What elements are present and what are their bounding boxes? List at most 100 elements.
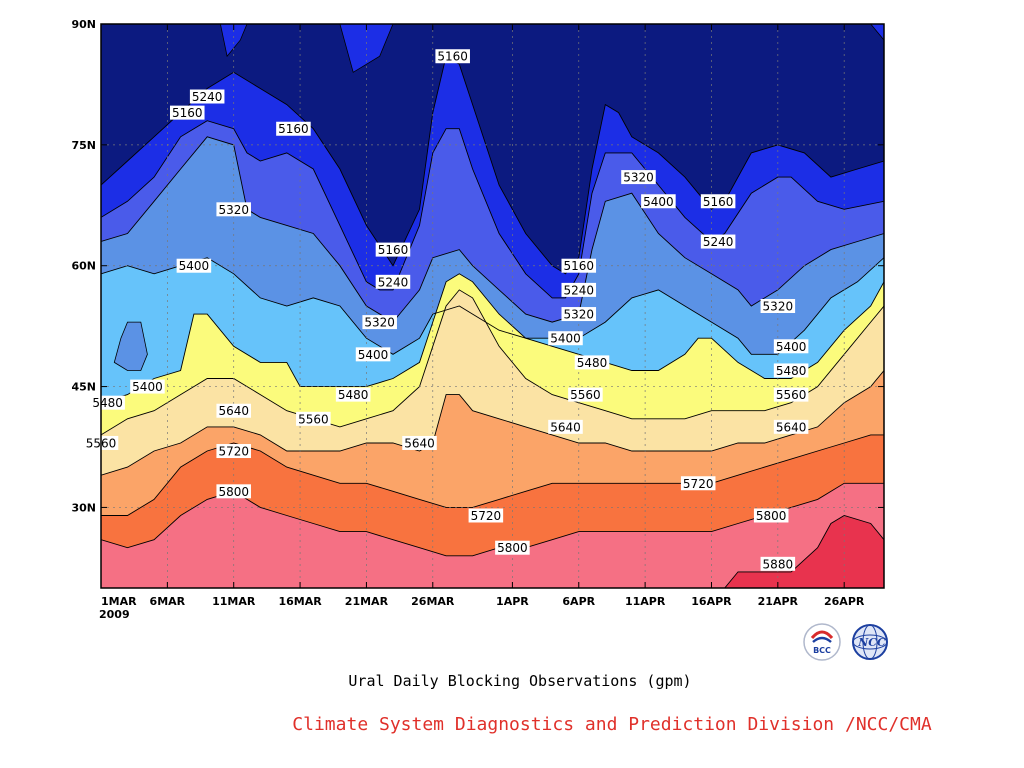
contour-label: 5240 — [561, 282, 597, 297]
contour-label-box — [375, 242, 411, 257]
contour-label-text: 5320 — [563, 308, 594, 322]
contour-label-box — [355, 347, 391, 362]
x-tick-label: 26MAR — [411, 595, 455, 608]
contour-label-text: 5160 — [437, 50, 468, 64]
chart-caption: Ural Daily Blocking Observations (gpm) — [348, 672, 692, 690]
contour-label-text: 5240 — [192, 90, 223, 104]
contour-label: 5800 — [495, 540, 530, 555]
x-tick-label: 16APR — [691, 595, 732, 608]
contour-label: 5800 — [753, 508, 789, 523]
contour-label-box — [189, 89, 225, 104]
contour-label: 5800 — [216, 484, 251, 499]
y-axis: 30N 45N 60N 75N 90N — [71, 18, 884, 514]
contour-label-box — [296, 411, 331, 426]
contour-label-box — [335, 387, 371, 402]
contour-line — [101, 273, 884, 404]
contour-label-box — [773, 419, 809, 434]
contour-label-box — [561, 307, 597, 322]
contour-label: 5160 — [700, 194, 736, 209]
contour-line — [101, 434, 884, 516]
contour-label-text: 5400 — [132, 380, 163, 394]
contour-patch — [870, 24, 884, 41]
contour-label-box — [561, 282, 597, 297]
contour-label-text: 5640 — [550, 420, 581, 434]
contour-label-text: 5160 — [278, 122, 309, 136]
contour-label-text: 5160 — [703, 195, 734, 209]
contour-line — [101, 289, 884, 436]
contour-label-box — [753, 508, 789, 523]
contour-label: 5160 — [375, 242, 411, 257]
contour-label-text: 5560 — [298, 412, 329, 426]
y-tick-label: 60N — [71, 260, 96, 273]
contour-label-text: 5560 — [776, 388, 807, 402]
contour-label-text: 5640 — [218, 404, 249, 418]
contour-label-text: 5720 — [471, 509, 502, 523]
contour-label: 5400 — [548, 331, 583, 346]
contour-label-box — [760, 556, 796, 571]
contour-label-text: 5160 — [563, 259, 594, 273]
contour-label: 5400 — [130, 379, 165, 394]
contour-label-text: 5400 — [179, 259, 210, 273]
x-tick-label: 21APR — [758, 595, 799, 608]
contour-label: 5240 — [189, 89, 225, 104]
contour-label: 5320 — [621, 170, 656, 185]
contour-label-box — [700, 234, 736, 249]
contour-label-box — [760, 299, 796, 313]
contour-label-box — [362, 315, 397, 330]
contour-label-text: 5400 — [643, 195, 674, 209]
contour-band — [101, 483, 884, 588]
contour-label-box — [468, 508, 504, 523]
contour-label-text: 5320 — [218, 203, 249, 217]
contour-labels: 5160 5160 5160 5160 5160 5160 5240 5240 5240 5240… — [83, 49, 809, 571]
contour-label-box — [773, 339, 809, 354]
contour-label: 5640 — [216, 403, 251, 418]
contour-band — [724, 515, 884, 588]
contour-label-text: 5480 — [338, 388, 369, 402]
contour-label-box — [216, 202, 251, 217]
plot-frame — [100, 23, 885, 589]
x-tick-label: 11MAR — [212, 595, 256, 608]
contour-label: 5400 — [773, 339, 809, 354]
contour-label: 5400 — [176, 258, 212, 273]
contour-label-box — [773, 363, 809, 378]
contour-label: 5480 — [773, 363, 809, 378]
grid-lines — [101, 24, 884, 588]
contour-label-box — [90, 395, 125, 410]
contour-label-box — [700, 194, 736, 209]
y-tick-label: 90N — [71, 18, 96, 31]
contour-label-box — [641, 194, 676, 209]
contour-label-text: 5160 — [378, 243, 409, 257]
contour-label: 5480 — [574, 355, 610, 370]
contour-label: 5640 — [548, 419, 583, 434]
contour-label-text: 5800 — [497, 541, 528, 555]
x-tick-label: 11APR — [625, 595, 666, 608]
x-tick-label: 1APR — [496, 595, 529, 608]
contour-label-text: 5720 — [683, 477, 714, 491]
contour-label: 5640 — [402, 435, 437, 450]
contour-label-box — [375, 274, 411, 289]
contour-line — [101, 55, 884, 275]
contour-fills — [101, 24, 884, 588]
contour-label-box — [548, 419, 583, 434]
contour-label-text: 5240 — [703, 235, 734, 249]
svg-text:NCC: NCC — [857, 636, 886, 649]
contour-patch — [219, 24, 248, 58]
ncc-logo: NCC — [852, 624, 888, 660]
contour-label-box — [216, 484, 251, 499]
credit-line: Climate System Diagnostics and Predictio… — [292, 714, 932, 735]
x-tick-label: 21MAR — [345, 595, 389, 608]
x-tick-label: 6APR — [562, 595, 595, 608]
contour-label-text: 5320 — [364, 316, 395, 330]
x-tick-label: 1MAR — [101, 595, 137, 608]
contour-label-box — [402, 435, 437, 450]
contour-line — [724, 515, 884, 588]
contour-label: 5160 — [169, 105, 205, 120]
contour-label: 5320 — [561, 307, 597, 322]
contour-lines — [101, 55, 884, 588]
contour-label-text: 5320 — [623, 171, 654, 185]
contour-label-box — [216, 403, 251, 418]
contour-label-text: 5320 — [763, 300, 794, 314]
contour-label-box — [548, 331, 583, 346]
